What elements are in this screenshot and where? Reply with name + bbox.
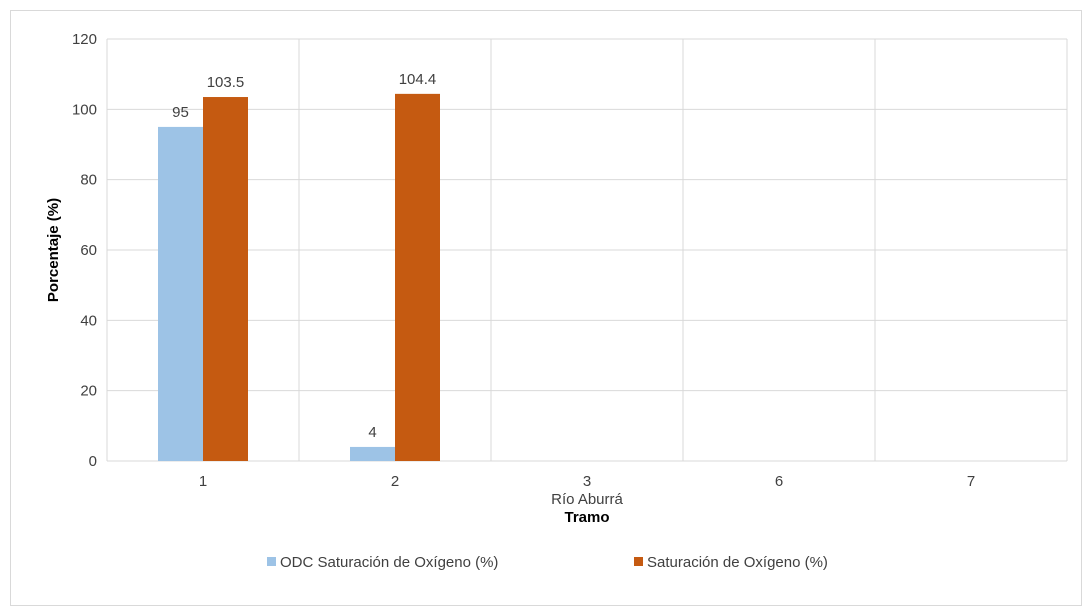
- data-label: 104.4: [399, 71, 437, 88]
- bar-chart: 95 4 103.5 104.4 0 20 40 60 80 100 120 1 2 3 6 7 Río A…: [45, 31, 1068, 571]
- bar: [158, 126, 203, 462]
- y-tick-label: 20: [80, 383, 97, 400]
- legend-item: ODC Saturación de Oxígeno (%): [267, 554, 498, 571]
- legend-label: ODC Saturación de Oxígeno (%): [280, 554, 498, 571]
- x-tick-label: 6: [775, 473, 783, 490]
- data-label: 103.5: [207, 74, 245, 91]
- legend-swatch: [634, 557, 643, 566]
- data-label: 95: [172, 104, 189, 121]
- y-tick-label: 60: [80, 242, 97, 259]
- legend-item: Saturación de Oxígeno (%): [634, 554, 828, 571]
- chart-frame: 95 4 103.5 104.4 0 20 40 60 80 100 120 1 2 3 6 7 Río A…: [10, 10, 1082, 606]
- x-axis-title: Tramo: [564, 509, 609, 526]
- group-label: Río Aburrá: [551, 491, 623, 508]
- bar: [395, 93, 440, 462]
- bar: [350, 446, 395, 461]
- bars: [158, 93, 440, 462]
- legend-label: Saturación de Oxígeno (%): [647, 554, 828, 571]
- y-tick-label: 80: [80, 172, 97, 189]
- y-tick-label: 100: [72, 101, 97, 118]
- tick-labels: 0 20 40 60 80 100 120 1 2 3 6 7: [72, 31, 975, 490]
- y-tick-label: 40: [80, 312, 97, 329]
- data-label: 4: [368, 424, 376, 441]
- legend-swatch: [267, 557, 276, 566]
- y-tick-label: 120: [72, 31, 97, 48]
- bar: [203, 97, 248, 462]
- gridlines: [106, 38, 1068, 462]
- data-labels: 95 4 103.5 104.4: [172, 71, 436, 441]
- y-axis-title: Porcentaje (%): [45, 198, 62, 302]
- x-tick-label: 3: [583, 473, 591, 490]
- x-tick-label: 1: [199, 473, 207, 490]
- y-tick-label: 0: [89, 453, 97, 470]
- x-tick-label: 2: [391, 473, 399, 490]
- x-tick-label: 7: [967, 473, 975, 490]
- legend: ODC Saturación de Oxígeno (%) Saturación …: [267, 554, 828, 571]
